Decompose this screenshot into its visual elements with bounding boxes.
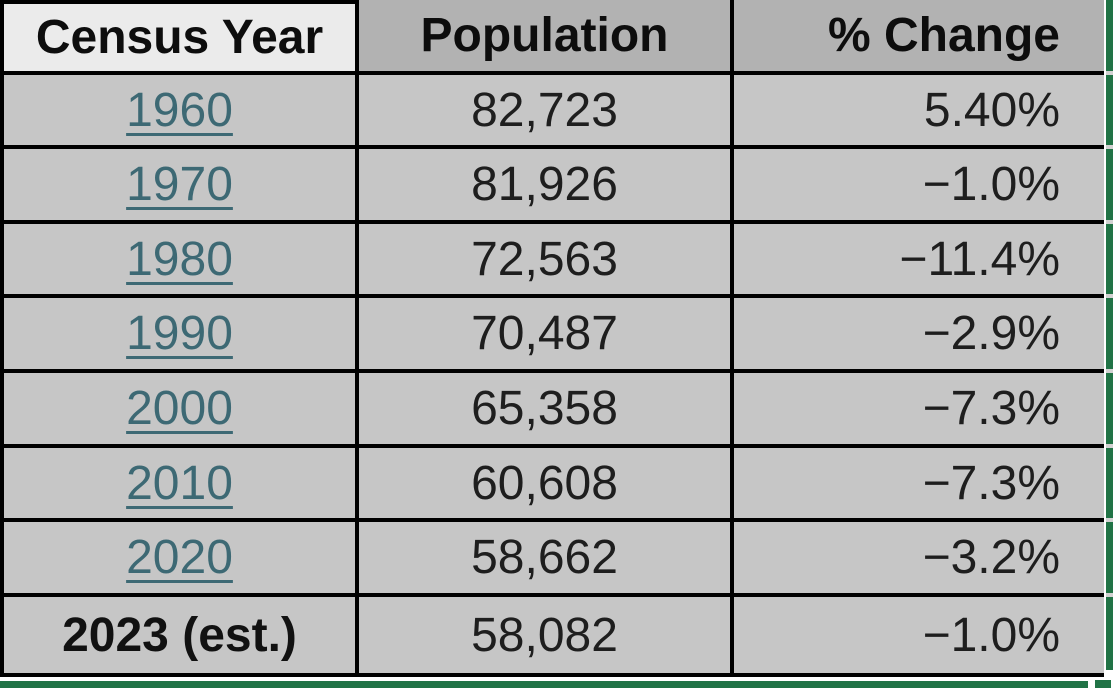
year-label: 2023 (est.): [62, 608, 297, 662]
year-cell[interactable]: 1960: [4, 75, 355, 145]
year-link[interactable]: 2010: [126, 456, 233, 510]
year-cell[interactable]: 1980: [4, 224, 355, 294]
pct-change-cell[interactable]: −2.9%: [734, 298, 1104, 369]
population-cell[interactable]: 60,608: [359, 448, 730, 518]
selection-border-bottom: [0, 681, 1088, 688]
header-cell-pct-change[interactable]: % Change: [734, 0, 1104, 71]
year-cell[interactable]: 2000: [4, 373, 355, 444]
header-cell-population[interactable]: Population: [359, 0, 730, 71]
pct-change-cell[interactable]: −1.0%: [734, 149, 1104, 220]
year-link[interactable]: 2020: [126, 531, 233, 584]
year-link[interactable]: 1970: [126, 158, 233, 211]
header-cell-census-year[interactable]: Census Year: [4, 0, 355, 71]
pct-change-cell[interactable]: −7.3%: [734, 373, 1104, 444]
year-cell[interactable]: 2010: [4, 448, 355, 518]
population-cell[interactable]: 58,082: [359, 597, 730, 673]
year-cell[interactable]: 1990: [4, 298, 355, 369]
fill-handle-icon[interactable]: [1095, 680, 1111, 688]
year-link[interactable]: 2000: [126, 382, 233, 435]
population-cell[interactable]: 81,926: [359, 149, 730, 220]
population-cell[interactable]: 82,723: [359, 75, 730, 145]
pct-change-cell[interactable]: −1.0%: [734, 597, 1104, 673]
year-cell[interactable]: 2023 (est.): [4, 597, 355, 673]
year-link[interactable]: 1980: [126, 232, 233, 286]
pct-change-cell[interactable]: −7.3%: [734, 448, 1104, 518]
population-cell[interactable]: 58,662: [359, 522, 730, 593]
selection-border-right: [1106, 0, 1113, 670]
population-cell[interactable]: 72,563: [359, 224, 730, 294]
census-table: Census Year Population % Change 1960 82,7…: [0, 0, 1104, 677]
year-cell[interactable]: 1970: [4, 149, 355, 220]
population-cell[interactable]: 70,487: [359, 298, 730, 369]
population-cell[interactable]: 65,358: [359, 373, 730, 444]
pct-change-cell[interactable]: −3.2%: [734, 522, 1104, 593]
year-cell[interactable]: 2020: [4, 522, 355, 593]
year-link[interactable]: 1990: [126, 307, 233, 360]
year-link[interactable]: 1960: [126, 83, 233, 137]
pct-change-cell[interactable]: −11.4%: [734, 224, 1104, 294]
pct-change-cell[interactable]: 5.40%: [734, 75, 1104, 145]
